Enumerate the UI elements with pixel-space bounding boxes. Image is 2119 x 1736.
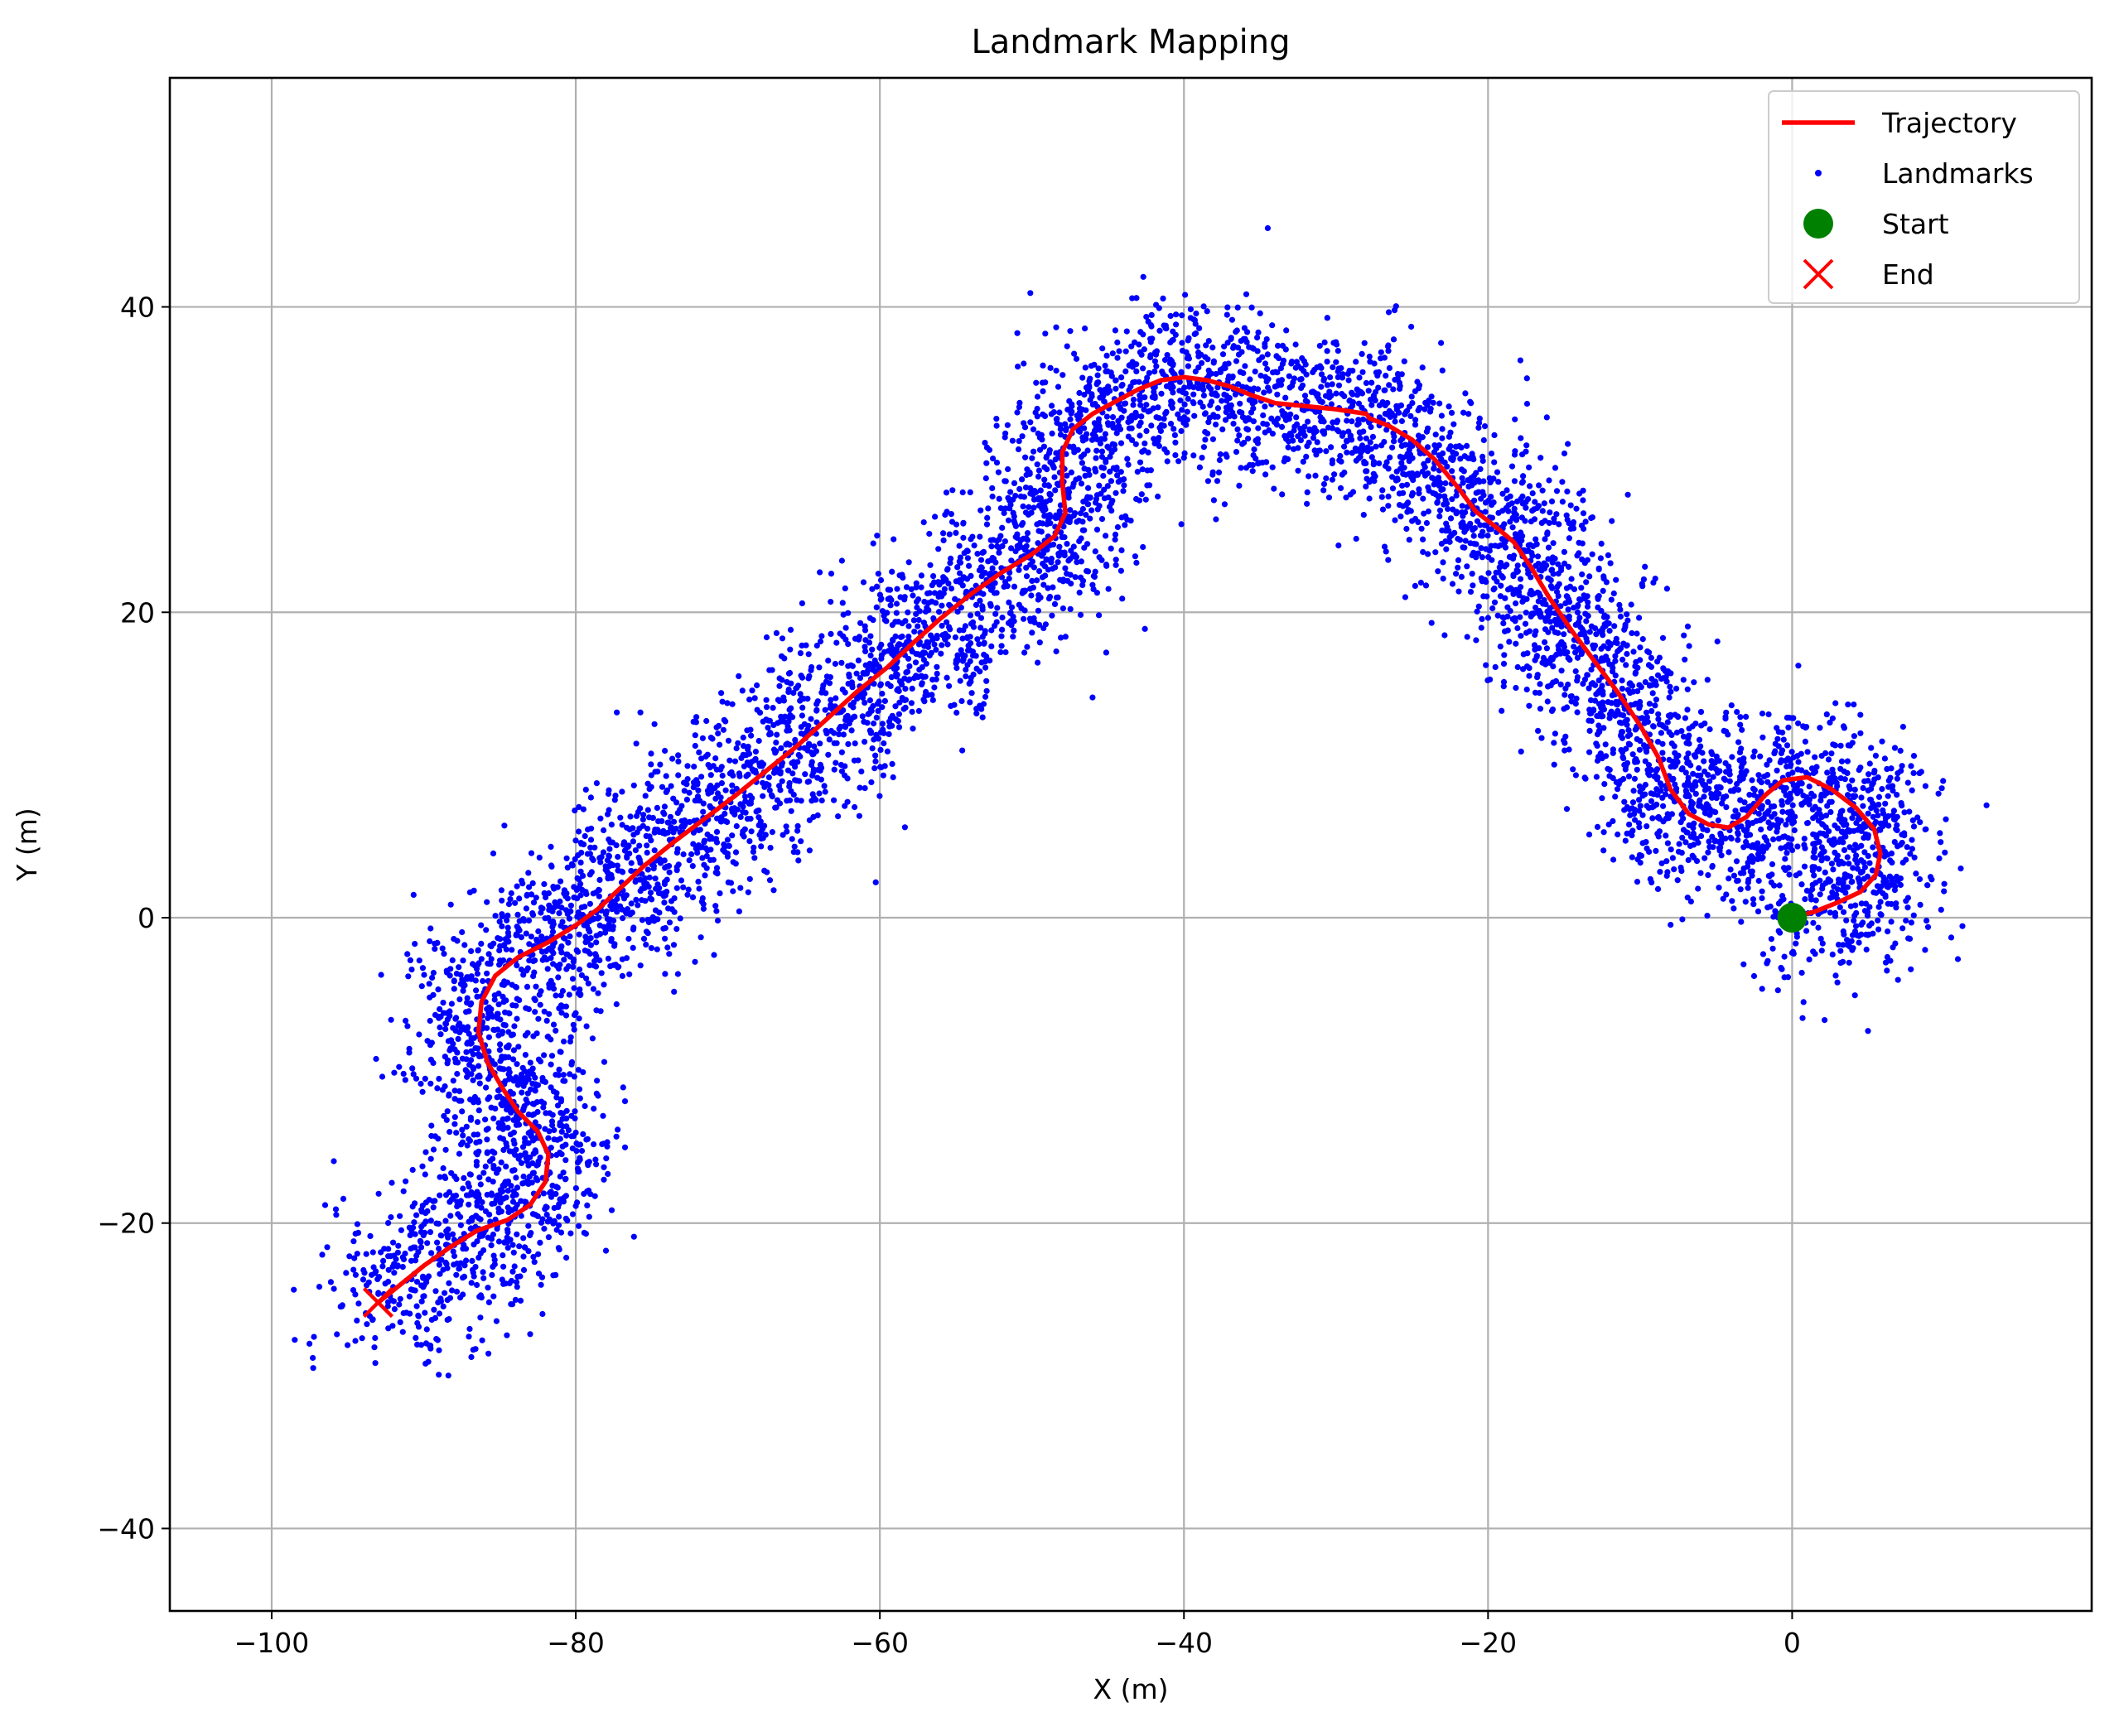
chart-title: Landmark Mapping <box>972 23 1291 61</box>
end-marker <box>362 1286 394 1319</box>
legend-label: End <box>1882 258 1934 291</box>
y-axis-label: Y (m) <box>11 808 43 882</box>
x-tick-label: −100 <box>234 1627 310 1659</box>
legend-x-swatch <box>1803 258 1834 290</box>
y-tick-label: 20 <box>120 596 155 629</box>
markers-layer <box>362 902 1808 1319</box>
y-tick-label: 40 <box>120 292 155 324</box>
legend-label: Trajectory <box>1881 107 2017 139</box>
plot-frame <box>168 76 2093 1613</box>
legend-dot-swatch <box>1815 170 1822 176</box>
legend-label: Start <box>1882 208 1949 240</box>
y-tick-label: 0 <box>138 902 155 934</box>
x-axis-label: X (m) <box>1093 1673 1169 1705</box>
trajectory-layer <box>375 374 1883 1305</box>
legend-label: Landmarks <box>1882 157 2034 190</box>
legend-item: Landmarks <box>1815 157 2034 190</box>
x-tick-label: −20 <box>1460 1627 1518 1659</box>
landmark-points <box>291 224 1990 1379</box>
tick-layer: −100 −80 −60 −40 −20 0 −40 −20 0 20 40 <box>97 292 1801 1659</box>
legend-item: Start <box>1803 208 1949 240</box>
trajectory-line <box>375 374 1883 1305</box>
legend: Trajectory Landmarks Start End <box>1768 90 2080 304</box>
y-tick-label: −20 <box>97 1208 155 1240</box>
legend-circle-swatch <box>1803 209 1833 239</box>
start-marker <box>1777 902 1808 933</box>
x-tick-label: −40 <box>1155 1627 1213 1659</box>
end-marker-stroke <box>362 1286 394 1319</box>
landmarks-layer <box>291 224 1990 1379</box>
legend-item: Trajectory <box>1782 107 2017 139</box>
x-tick-label: 0 <box>1784 1627 1801 1659</box>
x-tick-label: −80 <box>547 1627 605 1659</box>
y-tick-label: −40 <box>97 1512 155 1545</box>
x-tick-label: −60 <box>851 1627 909 1659</box>
legend-item: End <box>1803 258 1934 291</box>
legend-box <box>1768 90 2080 304</box>
legend-items: Trajectory Landmarks Start End <box>1782 107 2034 291</box>
